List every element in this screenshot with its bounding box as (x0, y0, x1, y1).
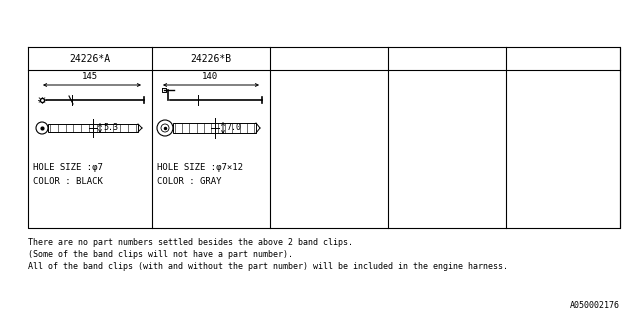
Text: 5.3: 5.3 (103, 124, 118, 132)
Text: COLOR : GRAY: COLOR : GRAY (157, 177, 221, 186)
Text: (Some of the band clips will not have a part number).: (Some of the band clips will not have a … (28, 250, 293, 259)
Text: 24226*B: 24226*B (191, 53, 232, 63)
Text: 7.0: 7.0 (226, 124, 241, 132)
Bar (173, 123, 256, 133)
Text: HOLE SIZE :φ7: HOLE SIZE :φ7 (33, 163, 103, 172)
Text: A050002176: A050002176 (570, 301, 620, 310)
Text: 24226*A: 24226*A (69, 53, 111, 63)
Text: 145: 145 (82, 72, 98, 81)
Text: HOLE SIZE :φ7×12: HOLE SIZE :φ7×12 (157, 163, 243, 172)
Text: All of the band clips (with and without the part number) will be included in the: All of the band clips (with and without … (28, 262, 508, 271)
Text: COLOR : BLACK: COLOR : BLACK (33, 177, 103, 186)
Text: There are no part numbers settled besides the above 2 band clips.: There are no part numbers settled beside… (28, 238, 353, 247)
Text: 140: 140 (202, 72, 218, 81)
Bar (48, 124, 138, 132)
